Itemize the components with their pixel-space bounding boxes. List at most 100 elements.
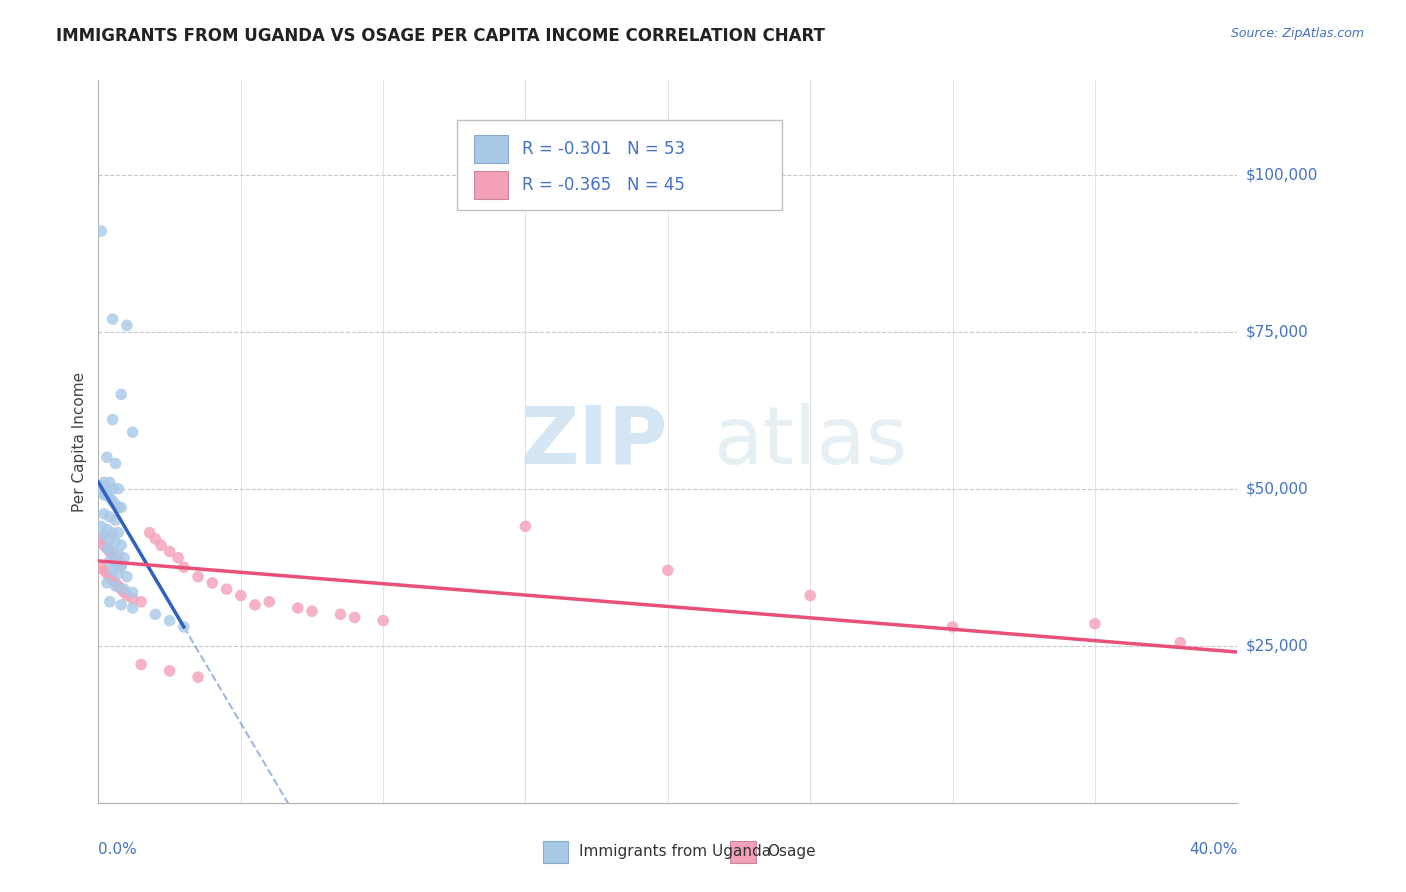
Text: atlas: atlas [713,402,908,481]
Text: $100,000: $100,000 [1246,167,1317,182]
Text: 0.0%: 0.0% [98,842,138,856]
Y-axis label: Per Capita Income: Per Capita Income [72,371,87,512]
Point [187,670,209,684]
Point [112,585,135,599]
Point [101,525,124,540]
Point [115,589,138,603]
Point [657,563,679,577]
Point [107,566,129,581]
Text: $50,000: $50,000 [1246,481,1309,496]
Point [96,541,118,556]
Point [145,607,167,622]
Point [110,387,132,401]
FancyBboxPatch shape [457,120,782,211]
Point [96,566,118,581]
FancyBboxPatch shape [543,841,568,863]
Point [101,544,124,558]
Point [110,538,132,552]
Point [159,664,181,678]
Point [90,560,112,574]
Point [96,488,118,502]
Point [942,620,965,634]
Point [121,591,143,606]
Point [104,535,127,549]
Point [115,569,138,583]
Point [138,525,160,540]
Point [329,607,352,622]
Point [90,519,112,533]
Point [1084,616,1107,631]
Point [98,532,121,546]
Point [101,548,124,562]
Point [121,425,143,439]
Point [229,589,252,603]
Point [115,318,138,333]
Point [96,575,118,590]
Text: IMMIGRANTS FROM UGANDA VS OSAGE PER CAPITA INCOME CORRELATION CHART: IMMIGRANTS FROM UGANDA VS OSAGE PER CAPI… [56,27,825,45]
Point [98,544,121,558]
Point [215,582,238,597]
Point [243,598,266,612]
Point [104,550,127,565]
Point [110,500,132,515]
Text: Source: ZipAtlas.com: Source: ZipAtlas.com [1230,27,1364,40]
Point [98,595,121,609]
Point [799,589,821,603]
Point [96,482,118,496]
Point [301,604,323,618]
Point [93,475,115,490]
Point [121,601,143,615]
Point [150,538,173,552]
Text: Osage: Osage [766,845,815,859]
Text: ZIP: ZIP [520,402,668,481]
Text: 40.0%: 40.0% [1189,842,1237,856]
Point [101,573,124,587]
Point [112,550,135,565]
Point [259,595,281,609]
Point [93,538,115,552]
Point [98,491,121,505]
Point [173,560,195,574]
Point [93,563,115,577]
Point [104,497,127,511]
Point [107,525,129,540]
FancyBboxPatch shape [731,841,755,863]
Point [110,598,132,612]
Point [159,614,181,628]
Point [96,450,118,465]
Point [101,482,124,496]
Point [98,569,121,583]
Point [107,482,129,496]
FancyBboxPatch shape [474,136,509,162]
Point [96,523,118,537]
Point [90,484,112,499]
Point [98,475,121,490]
Point [104,557,127,571]
Point [129,657,152,672]
Point [101,312,124,326]
Point [107,548,129,562]
Point [373,614,395,628]
Point [101,494,124,508]
Point [101,563,124,577]
Point [121,585,143,599]
Text: R = -0.301   N = 53: R = -0.301 N = 53 [522,140,685,158]
Point [343,610,366,624]
Point [515,519,537,533]
Point [90,532,112,546]
Point [90,478,112,492]
Point [104,513,127,527]
Point [173,620,195,634]
Text: $75,000: $75,000 [1246,324,1309,339]
Point [129,595,152,609]
Point [159,544,181,558]
Point [98,510,121,524]
Point [93,488,115,502]
Point [110,560,132,574]
Point [101,412,124,426]
Point [107,579,129,593]
Point [110,557,132,571]
Point [145,532,167,546]
Point [104,575,127,590]
Point [104,457,127,471]
